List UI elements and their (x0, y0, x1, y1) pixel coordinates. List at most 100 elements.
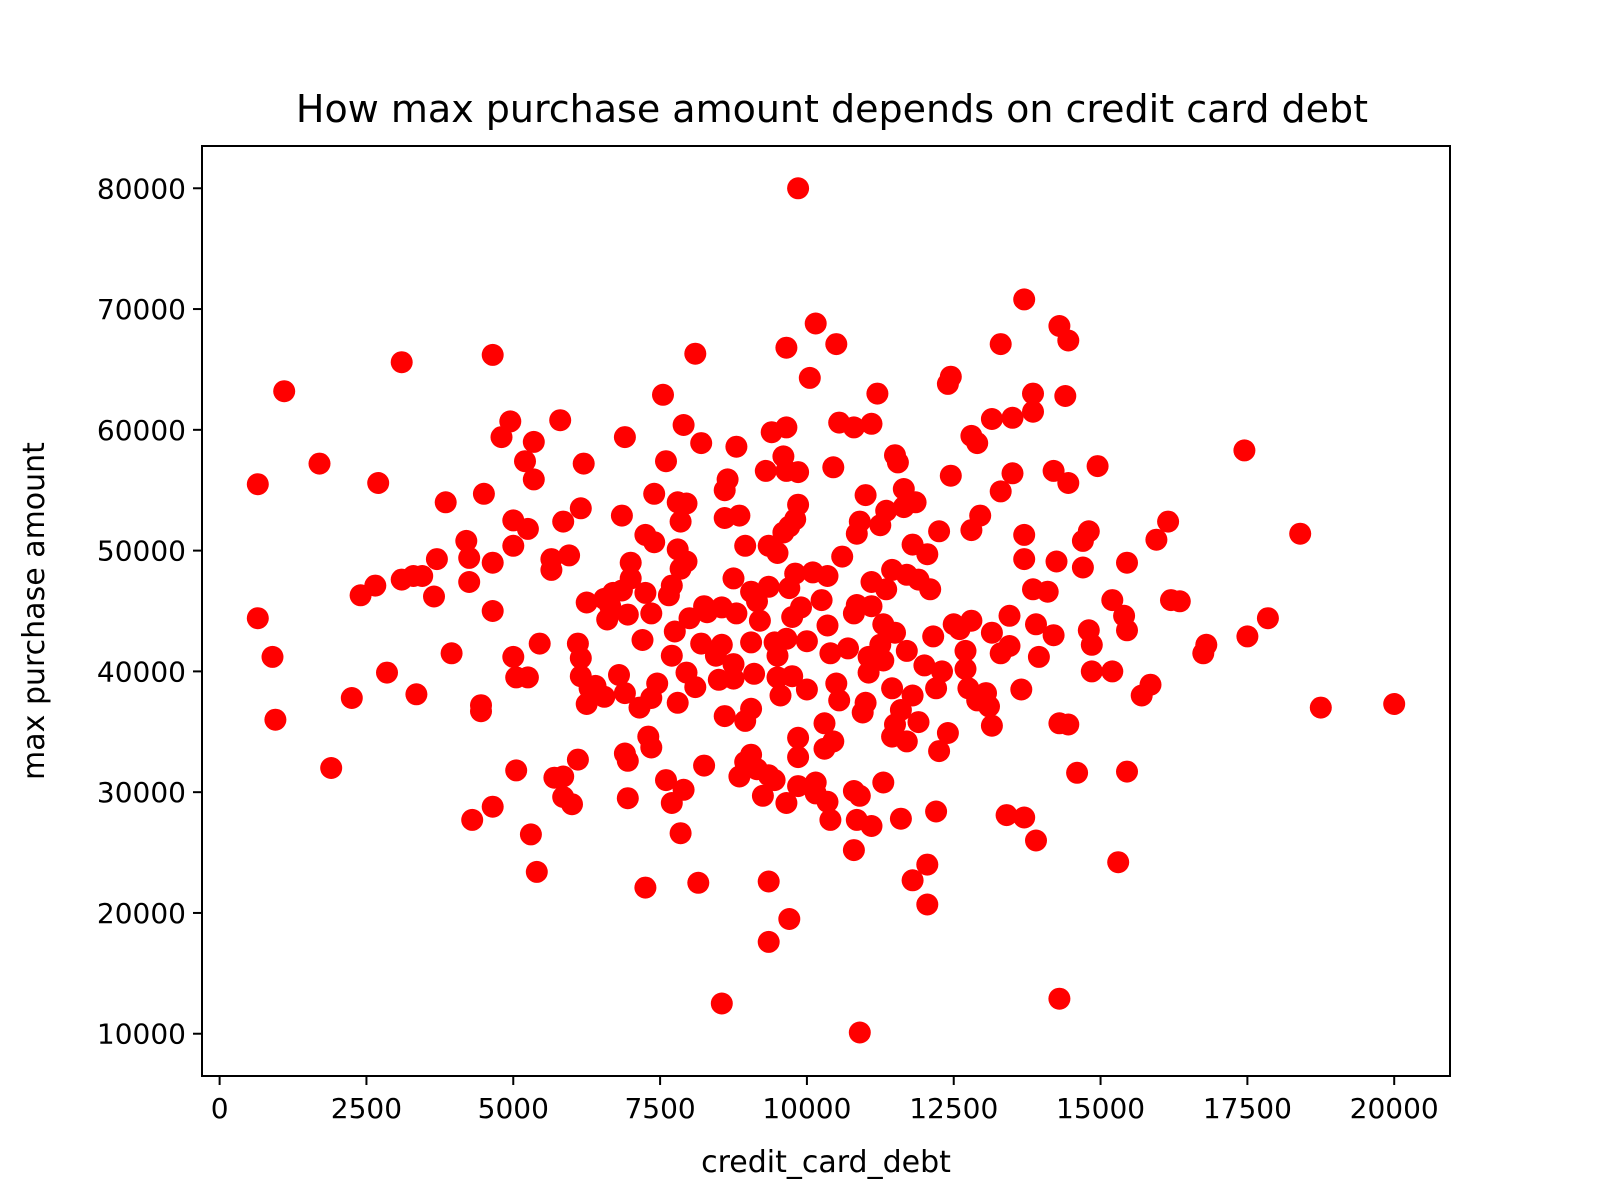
y-tick-label: 70000 (97, 293, 186, 326)
data-point (672, 778, 695, 801)
data-point (995, 804, 1018, 827)
data-point (634, 876, 657, 899)
data-point (1001, 406, 1024, 429)
data-point (522, 430, 545, 453)
plot-frame (201, 145, 1451, 1077)
data-point (866, 382, 889, 405)
data-point (787, 775, 810, 798)
data-point (616, 787, 639, 810)
data-point (795, 678, 818, 701)
y-tick-label: 60000 (97, 414, 186, 447)
data-point (748, 609, 771, 632)
data-point (916, 853, 939, 876)
y-tick-label: 80000 (97, 172, 186, 205)
data-point (502, 534, 525, 557)
data-point (1045, 550, 1068, 573)
data-point (1080, 660, 1103, 683)
data-point (608, 664, 630, 686)
data-point (634, 581, 657, 604)
data-point (978, 695, 1000, 718)
data-point (643, 531, 666, 554)
data-point (405, 683, 428, 706)
data-point (616, 603, 639, 626)
data-point (869, 514, 892, 537)
data-point (778, 515, 801, 538)
data-point (766, 644, 789, 667)
data-point (734, 709, 757, 732)
data-point (514, 450, 536, 473)
data-point (860, 815, 883, 837)
data-point (455, 529, 478, 552)
data-point (931, 660, 953, 683)
data-point (875, 578, 898, 601)
data-point (907, 711, 930, 734)
data-point (502, 645, 525, 668)
data-point (349, 584, 372, 607)
x-tick-label: 10000 (762, 1092, 851, 1125)
y-tick-label: 40000 (97, 655, 186, 688)
data-point (713, 705, 736, 728)
data-point (640, 687, 663, 709)
data-point (458, 546, 481, 569)
y-axis: 10000 20000 30000 40000 50000 60000 70000 80000 (97, 172, 202, 1051)
data-point (264, 708, 287, 731)
data-point (640, 736, 663, 759)
data-point (916, 543, 939, 566)
data-point (784, 562, 807, 585)
data-point (1027, 645, 1050, 668)
data-point (837, 637, 859, 660)
data-point (575, 591, 598, 614)
data-point (655, 450, 677, 473)
data-point (1139, 673, 1162, 696)
data-point (690, 432, 713, 455)
data-point (725, 435, 748, 458)
data-point (516, 517, 539, 540)
y-tick-label: 20000 (97, 897, 186, 930)
data-point (813, 737, 836, 760)
data-point (842, 839, 865, 862)
data-point (716, 468, 739, 491)
data-point (669, 822, 692, 845)
data-point (831, 545, 854, 568)
data-point (320, 757, 343, 779)
data-point (569, 647, 592, 670)
data-point (613, 682, 636, 705)
x-axis: 0 2500 5000 7500 10000 12500 15000 17500 20000 (211, 1076, 1439, 1125)
data-point (728, 765, 751, 788)
data-point (613, 426, 636, 449)
data-point (690, 632, 713, 655)
data-point (854, 484, 877, 507)
data-point (848, 784, 871, 807)
data-point (757, 870, 780, 893)
data-point (440, 642, 463, 665)
data-point (904, 491, 927, 514)
data-point (558, 544, 581, 567)
data-point (261, 645, 284, 668)
data-point (804, 312, 827, 335)
data-point (916, 893, 939, 916)
data-point (1013, 806, 1036, 829)
chart-title: How max purchase amount depends on credi… (296, 87, 1368, 131)
data-point (652, 383, 674, 406)
data-point (775, 792, 798, 814)
data-point (643, 482, 666, 505)
data-point (669, 557, 692, 580)
data-point (461, 808, 484, 831)
data-point (1048, 987, 1071, 1010)
x-tick-label: 2500 (331, 1092, 402, 1125)
data-point (1236, 625, 1259, 648)
data-point (1036, 580, 1059, 603)
data-point (1086, 455, 1109, 478)
data-point (936, 722, 959, 744)
data-point (922, 625, 945, 648)
data-point (980, 621, 1003, 644)
data-point (1309, 696, 1332, 719)
data-point (872, 649, 895, 672)
data-point (528, 632, 551, 655)
data-point (675, 492, 698, 515)
data-point (919, 578, 942, 601)
data-point (734, 534, 757, 557)
data-point (710, 992, 733, 1015)
data-point (566, 748, 589, 771)
data-point (819, 642, 842, 665)
